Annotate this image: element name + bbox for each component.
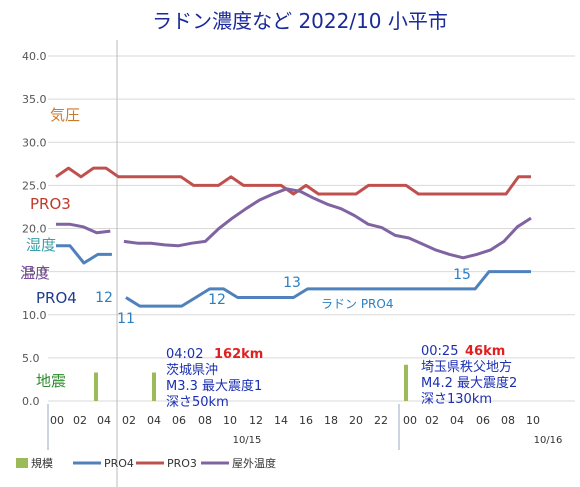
x-tick-label: 12 [249, 414, 263, 427]
y-tick-label: 10.0 [22, 309, 47, 322]
x-tick-label: 02 [425, 414, 439, 427]
eq-time: 00:25 [421, 344, 458, 359]
x-tick-label: 00 [50, 414, 64, 427]
pro4-point-label: 12 [208, 292, 226, 308]
x-tick-label: 16 [299, 414, 313, 427]
legend-label: 屋外温度 [232, 456, 276, 470]
series-line-PRO4 [56, 244, 112, 265]
x-tick-label: 02 [73, 414, 87, 427]
left-label: PRO3 [30, 195, 71, 213]
date-label: 10/15 [233, 435, 262, 446]
eq-magnitude: M4.2 最大震度2 [421, 375, 517, 391]
pro4-point-label: 12 [95, 290, 113, 306]
left-label: 温度 [20, 264, 50, 282]
series-line-屋外温度 [123, 187, 532, 260]
left-label: 湿度 [26, 236, 56, 254]
eq-place: 埼玉県秩父地方 [421, 359, 512, 375]
eq-distance: 162km [214, 347, 263, 362]
y-tick-label: 30.0 [22, 136, 47, 149]
x-tick-label: 08 [501, 414, 515, 427]
y-tick-label: 15.0 [22, 266, 47, 279]
legend-label: 規模 [31, 456, 53, 470]
y-tick-label: 25.0 [22, 179, 47, 192]
x-tick-label: 04 [97, 414, 111, 427]
x-tick-label: 10 [223, 414, 237, 427]
x-tick-label: 22 [374, 414, 388, 427]
gridlines [47, 40, 575, 487]
x-tick-label: 06 [172, 414, 186, 427]
eq-place: 茨城県沖 [166, 363, 218, 378]
legend-label: PRO4 [104, 457, 134, 470]
legend-label: PRO3 [167, 457, 197, 470]
left-label: 気圧 [50, 106, 80, 124]
magnitude-bar [94, 372, 98, 401]
series-line-PRO4 [125, 270, 531, 308]
x-tick-label: 04 [147, 414, 161, 427]
x-tick-label: 04 [450, 414, 464, 427]
pro4-point-label: 15 [453, 267, 471, 283]
eq-depth: 深さ130km [421, 392, 492, 407]
date-label: 10/16 [534, 435, 563, 446]
left-label: PRO4 [36, 289, 77, 307]
series-lines [55, 166, 532, 401]
x-tick-label: 08 [198, 414, 212, 427]
magnitude-bar [404, 364, 408, 401]
y-tick-label: 40.0 [22, 50, 47, 63]
eq-time: 04:02 [166, 347, 203, 362]
pro4-point-label: 11 [117, 311, 135, 327]
x-axis: 00 02 04 02 04 06 08 10 12 14 16 18 20 22 00 02 04 06 08 10… [50, 414, 562, 446]
chart-title: ラドン濃度など 2022/10 小平市 [152, 9, 448, 33]
y-tick-label: 20.0 [22, 223, 47, 236]
y-tick-label: 35.0 [22, 93, 47, 106]
series-line-屋外温度 [56, 222, 111, 235]
x-tick-label: 14 [274, 414, 288, 427]
x-tick-label: 18 [324, 414, 338, 427]
eq-distance: 46km [465, 344, 505, 359]
eq-depth: 深さ50km [166, 395, 229, 410]
x-tick-label: 02 [122, 414, 136, 427]
left-label: 地震 [36, 372, 66, 390]
magnitude-bar [152, 372, 156, 401]
pro4-point-label: 13 [283, 275, 301, 291]
x-tick-label: 20 [349, 414, 363, 427]
y-axis-ticks: 40.0 35.0 30.0 25.0 20.0 15.0 10.0 5.0 0.0 [22, 50, 47, 408]
x-tick-label: 06 [476, 414, 490, 427]
legend-swatch [16, 458, 28, 468]
radon-label: ラドン PRO4 [321, 297, 393, 311]
x-tick-label: 00 [403, 414, 417, 427]
eq-magnitude: M3.3 最大震度1 [166, 378, 262, 394]
series-line-PRO3 [55, 166, 531, 196]
legend: 規模 PRO4 PRO3 屋外温度 [16, 456, 276, 470]
y-tick-label: 0.0 [22, 395, 40, 408]
y-tick-label: 5.0 [22, 352, 40, 365]
x-tick-label: 10 [526, 414, 540, 427]
